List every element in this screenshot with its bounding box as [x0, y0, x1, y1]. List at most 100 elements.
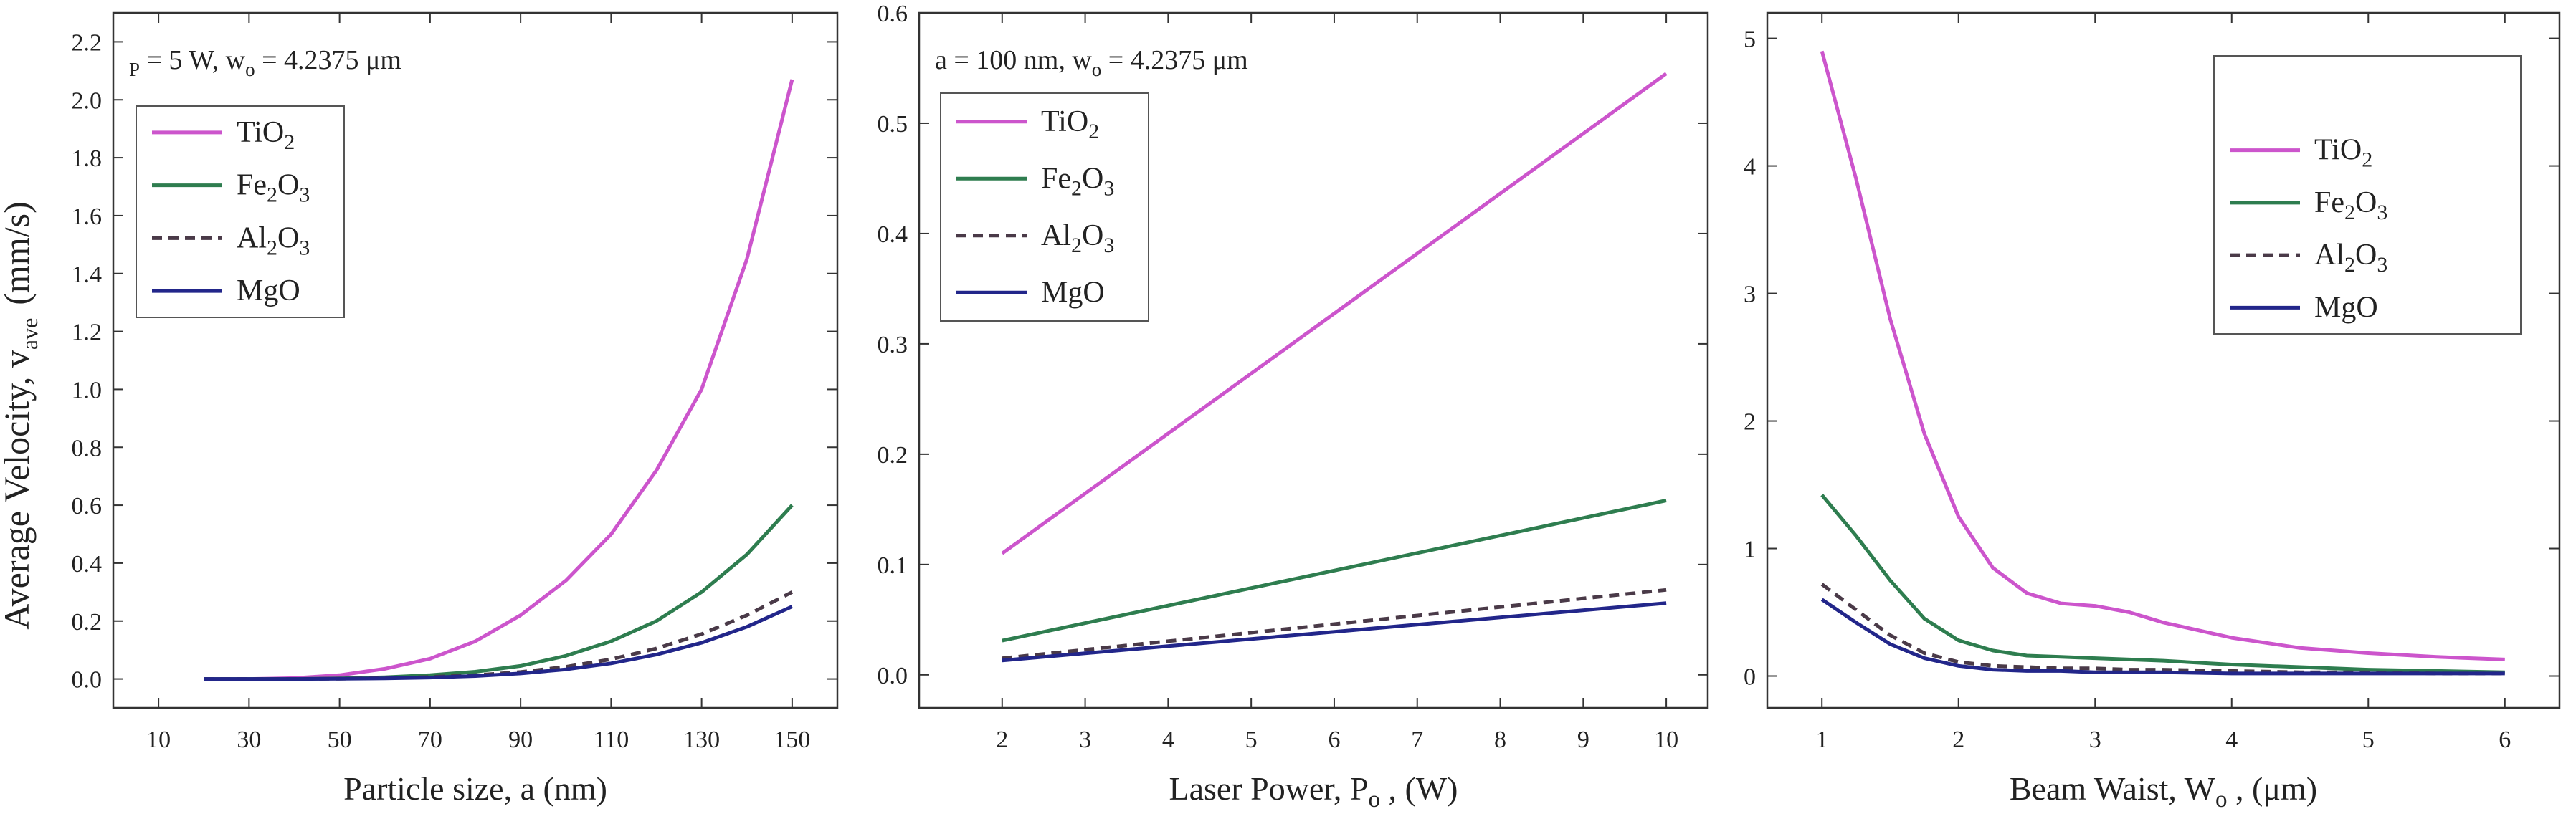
y-tick-label: 3: [1744, 282, 1756, 308]
legend-box: [2213, 55, 2522, 335]
chart-panel-1: 10 30 50 70 90 110 130 150 0.0 0.2 0.4 0.6 0.8 1.0 1.2…: [72, 11, 839, 807]
y-tick-label: 0: [1744, 664, 1756, 691]
series-line-tio2: [1001, 72, 1668, 555]
legend-label-fe2o3: Fe2O3: [237, 169, 310, 207]
legend-label-al2o3-part: O: [277, 221, 299, 254]
x-tick-label: 90: [508, 727, 533, 753]
legend-label-fe2o3-part: 3: [2377, 201, 2387, 224]
legend-label-mgo: MgO: [237, 274, 300, 307]
legend-label-fe2o3: Fe2O3: [1041, 162, 1114, 200]
legend-label-fe2o3-part: 3: [1103, 176, 1114, 200]
y-tick-label: 0.5: [878, 111, 908, 138]
legend-label-tio2-part: TiO: [2314, 134, 2362, 167]
y-tick-label: 0.3: [878, 332, 908, 358]
legend-label-al2o3-part: 3: [1103, 234, 1114, 257]
legend-label-mgo: MgO: [1041, 276, 1105, 309]
x-tick-label: 2: [996, 727, 1008, 753]
x-tick-label: 8: [1494, 727, 1506, 753]
y-tick-label: 0.1: [878, 552, 908, 579]
legend-label-tio2-part: TiO: [1041, 105, 1088, 138]
y-tick-label: 2.0: [72, 87, 103, 114]
x-tick-label: 6: [1328, 727, 1340, 753]
legend-label-al2o3-part: 2: [267, 236, 277, 259]
y-tick-label: 1.4: [72, 262, 103, 288]
legend-label-tio2-part: 2: [1088, 120, 1099, 143]
legend-label-tio2: TiO2: [237, 116, 295, 154]
legend-label-tio2-part: TiO: [237, 116, 284, 149]
x-axis-label-part: o: [1368, 787, 1380, 813]
x-tick-label: 110: [594, 727, 629, 753]
legend-label-al2o3-part: 2: [1071, 234, 1082, 257]
x-tick-label: 10: [146, 727, 171, 753]
parameter-annotation-part: = 4.2375 μm: [255, 45, 401, 75]
x-tick-label: 30: [237, 727, 261, 753]
plot-frame: [1766, 11, 2561, 709]
legend-label-fe2o3-part: 2: [2344, 201, 2355, 224]
legend-label-al2o3: Al2O3: [237, 221, 310, 259]
parameter-annotation-part: P: [129, 59, 140, 80]
legend-label-al2o3-part: Al: [237, 221, 267, 254]
y-tick-label: 5: [1744, 27, 1756, 53]
x-tick-label: 130: [683, 727, 720, 753]
legend-label-al2o3-part: Al: [2314, 239, 2344, 272]
x-axis-label-part: o: [2215, 787, 2228, 813]
legend-label-al2o3: Al2O3: [1041, 219, 1114, 257]
legend-label-al2o3: Al2O3: [2314, 239, 2387, 277]
series-line-tio2: [1820, 50, 2505, 661]
legend-label-fe2o3-part: Fe: [237, 169, 267, 202]
y-tick-label: 0.6: [72, 493, 103, 519]
x-tick-label: 2: [1952, 727, 1964, 753]
x-axis-label-part: , (μm): [2228, 770, 2318, 807]
y-tick-label: 0.2: [72, 609, 103, 636]
legend-box: [136, 105, 345, 318]
parameter-annotation-part: o: [245, 59, 255, 80]
legend-label-al2o3-part: 3: [2377, 253, 2387, 277]
series-line-al2o3: [204, 590, 794, 681]
y-tick-label: 2.2: [72, 29, 103, 56]
series-line-mgo: [1820, 598, 2505, 676]
x-tick-label: 4: [1162, 727, 1174, 753]
x-axis-label-part: , (W): [1380, 770, 1458, 807]
y-tick-label: 0.4: [878, 221, 908, 248]
x-tick-label: 3: [2089, 727, 2101, 753]
y-tick-label: 4: [1744, 154, 1756, 181]
legend-label-tio2: TiO2: [1041, 105, 1099, 143]
panels: 10 30 50 70 90 110 130 1500.00.20.40.60.81.01.2…: [72, 1, 2561, 813]
x-axis-label-part: Beam Waist, W: [2010, 770, 2216, 807]
legend-label-tio2-part: 2: [284, 130, 295, 154]
y-axis-label-unit: (mm/s): [0, 201, 37, 305]
y-tick-label: 1.2: [72, 320, 103, 346]
legend-label-fe2o3-part: 2: [1071, 176, 1082, 200]
y-tick-label: 0.0: [72, 667, 103, 694]
x-tick-label: 9: [1577, 727, 1589, 753]
shared-y-axis-label: Average Velocity, vave (mm/s): [0, 201, 42, 629]
y-axis-label-subscript: ave: [16, 318, 42, 350]
legend-label-al2o3-part: 2: [2344, 253, 2355, 277]
legend-label-mgo-part: MgO: [2314, 291, 2378, 324]
y-tick-label: 0.6: [878, 1, 908, 27]
series-line-fe2o3: [1002, 499, 1667, 643]
legend-label-tio2-part: 2: [2362, 148, 2372, 172]
x-axis-label: Laser Power, Po , (W): [1169, 770, 1458, 813]
plot-frame: [918, 11, 1709, 709]
x-tick-label: 150: [774, 727, 810, 753]
y-tick-label: 1.8: [72, 145, 103, 172]
series-line-mgo: [1002, 601, 1667, 663]
x-tick-label: 4: [2225, 727, 2238, 753]
legend-label-mgo-part: MgO: [1041, 276, 1105, 309]
legend-label-fe2o3-part: 3: [299, 183, 310, 207]
legend-label-al2o3-part: 3: [299, 236, 310, 259]
x-axis-label: Particle size, a (nm): [343, 770, 607, 807]
series-line-fe2o3: [204, 504, 794, 681]
y-tick-label: 2: [1744, 409, 1756, 436]
legend-label-al2o3-part: Al: [1041, 219, 1071, 252]
parameter-annotation-part: o: [1092, 59, 1102, 80]
parameter-annotation-part: = 4.2375 μm: [1101, 45, 1247, 75]
x-tick-label: 5: [1245, 727, 1258, 753]
legend-label-mgo: MgO: [2314, 291, 2378, 324]
legend-label-fe2o3-part: O: [2355, 186, 2377, 219]
x-axis-label-part: Laser Power, P: [1169, 770, 1369, 807]
